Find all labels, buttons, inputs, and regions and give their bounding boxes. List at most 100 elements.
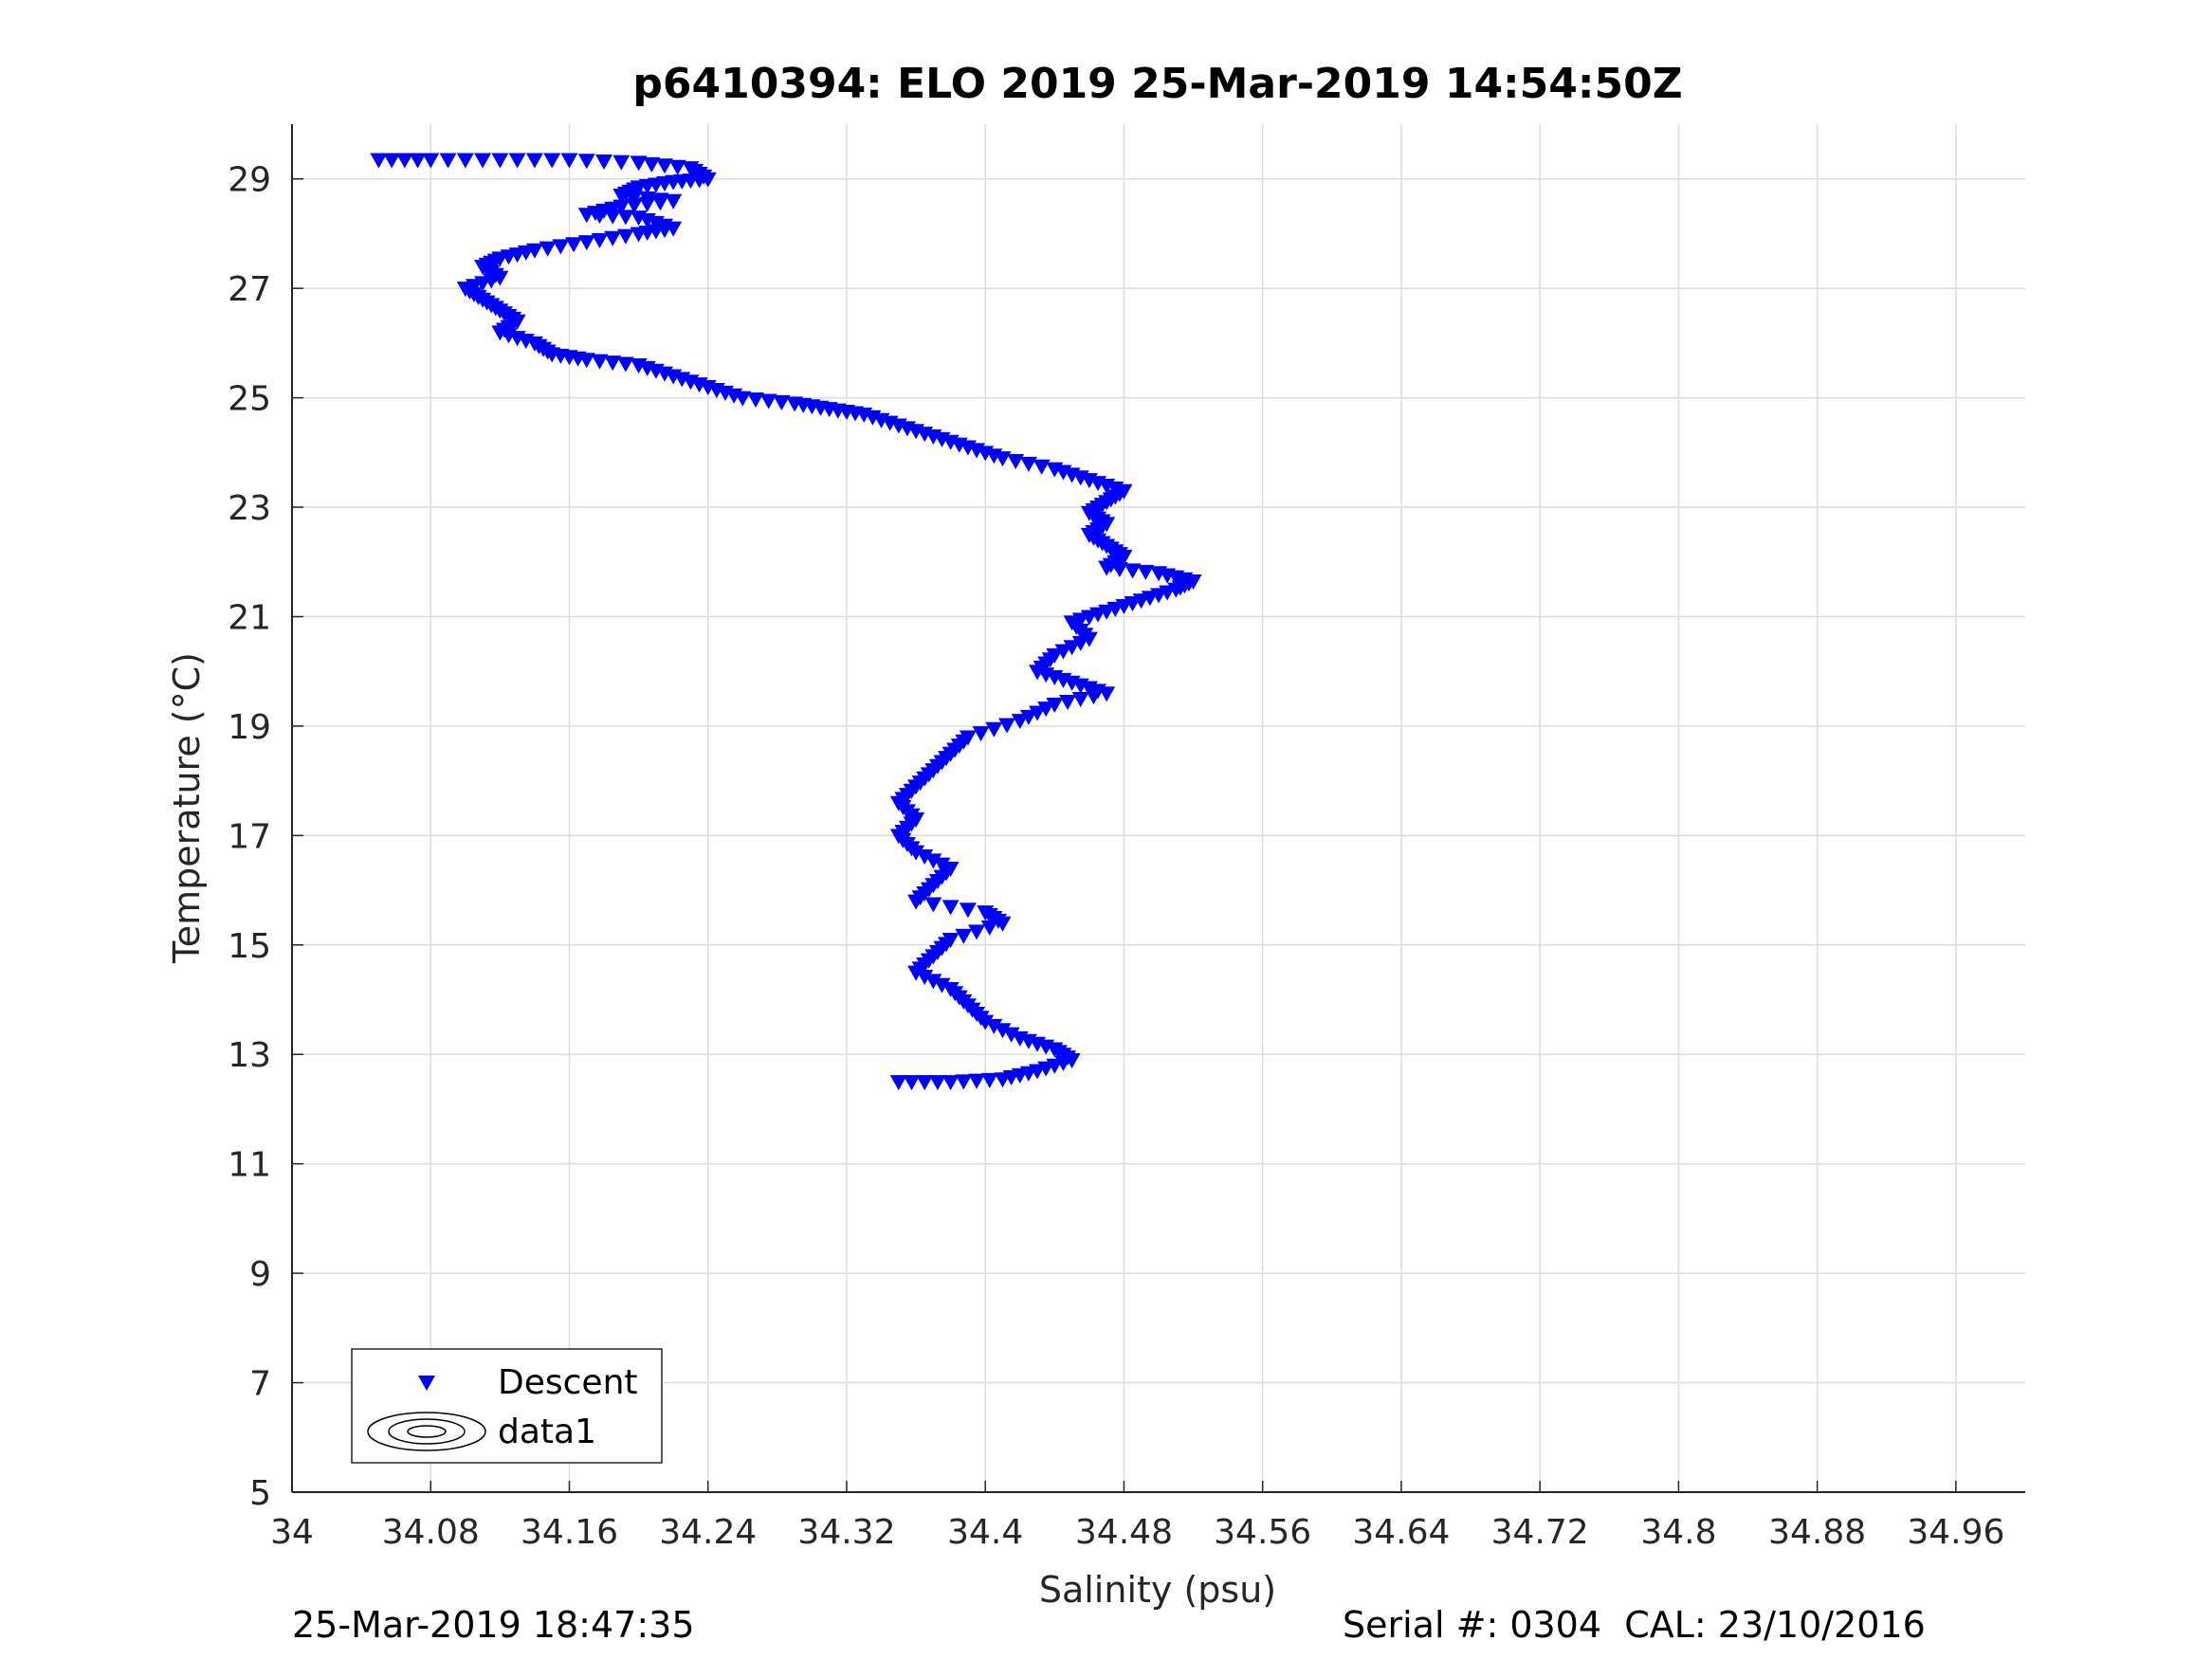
descent-point (1037, 702, 1055, 718)
descent-point (924, 853, 942, 869)
footer-timestamp: 25-Mar-2019 18:47:35 (292, 1604, 695, 1646)
x-tick-label: 34.16 (521, 1513, 618, 1552)
footer-serial-cal: Serial #: 0304 CAL: 23/10/2016 (1343, 1604, 1926, 1646)
x-tick-label: 34.8 (1640, 1513, 1716, 1552)
legend: Descent data1 (351, 1348, 663, 1464)
descent-point (577, 208, 595, 224)
descent-point (604, 230, 622, 246)
descent-point (651, 195, 669, 211)
descent-point (591, 208, 609, 224)
descent-point (525, 153, 543, 169)
descent-point (638, 196, 656, 212)
descent-point (985, 1018, 1003, 1034)
descent-point (577, 235, 595, 251)
descent-point (560, 153, 578, 169)
x-tick-label: 34.32 (797, 1513, 895, 1552)
descent-point (1007, 453, 1025, 469)
descent-point (616, 210, 634, 226)
descent-series (370, 153, 1202, 1091)
y-axis-label: Temperature (°C) (166, 652, 208, 964)
descent-point (968, 924, 986, 940)
descent-point (889, 1075, 907, 1091)
descent-point (656, 158, 674, 174)
descent-point (591, 354, 609, 370)
descent-point (577, 154, 595, 170)
descent-point (955, 928, 973, 944)
descent-point (604, 356, 622, 372)
descent-point (1071, 692, 1089, 708)
descent-point (1011, 714, 1029, 730)
descent-point (1059, 694, 1077, 710)
descent-point (1098, 686, 1116, 702)
descent-point (612, 155, 631, 171)
descent-point (968, 1073, 986, 1089)
descent-point (980, 921, 998, 937)
descent-point (1085, 689, 1103, 705)
descent-point (980, 1072, 998, 1088)
descent-point (972, 726, 990, 742)
descent-point (1098, 560, 1116, 576)
y-tick-label: 25 (228, 380, 271, 419)
descent-point (456, 153, 474, 169)
descent-point (916, 849, 934, 866)
descent-point (907, 965, 925, 981)
descent-point (941, 1075, 960, 1091)
descent-point (474, 153, 492, 169)
descent-point (924, 974, 942, 990)
x-tick-label: 34.88 (1768, 1513, 1866, 1552)
descent-point (916, 969, 934, 985)
descent-point (907, 894, 925, 910)
descent-point (491, 153, 509, 169)
descent-point (552, 239, 570, 255)
descent-point (1110, 561, 1128, 577)
descent-point (1046, 697, 1064, 713)
descent-point (543, 153, 561, 169)
descent-point (539, 241, 557, 257)
y-tick-label: 23 (228, 489, 271, 528)
axes (291, 124, 2025, 1493)
legend-data1-label: data1 (498, 1413, 596, 1451)
descent-point (941, 900, 960, 916)
descent-point (630, 227, 648, 243)
descent-point (370, 153, 388, 169)
descent-point (1019, 456, 1037, 472)
y-tick-label: 9 (249, 1255, 271, 1294)
descent-point (994, 1072, 1012, 1088)
descent-point (565, 237, 583, 253)
descent-point (977, 1014, 995, 1030)
y-tick-label: 15 (228, 927, 271, 966)
descent-point (773, 394, 791, 410)
descent-point (916, 1075, 934, 1091)
legend-box (351, 1348, 663, 1464)
y-tick-label: 21 (228, 598, 271, 637)
plot-area (292, 124, 2025, 1492)
y-tick-label: 7 (249, 1365, 271, 1404)
y-tick-label: 5 (249, 1474, 271, 1513)
descent-point (595, 154, 613, 170)
descent-point (994, 451, 1012, 467)
x-tick-label: 34.08 (382, 1513, 480, 1552)
descent-point (1054, 644, 1072, 660)
x-tick-label: 34.4 (947, 1513, 1023, 1552)
descent-point (985, 721, 1003, 738)
descent-point (924, 897, 942, 913)
descent-point (643, 156, 661, 173)
x-axis-label: Salinity (psu) (1039, 1569, 1276, 1611)
descent-point (395, 153, 413, 169)
descent-point (994, 1023, 1012, 1039)
descent-point (591, 232, 609, 248)
descent-point (746, 392, 764, 409)
descent-point (616, 356, 634, 373)
descent-point (630, 155, 648, 172)
descent-point (665, 193, 683, 210)
descent-point (759, 393, 777, 410)
y-tick-label: 19 (228, 708, 271, 747)
descent-point (1033, 459, 1051, 475)
descent-point (626, 190, 644, 206)
y-tick-label: 17 (228, 817, 271, 856)
descent-point (994, 916, 1012, 932)
descent-point (616, 228, 634, 245)
descent-point (409, 153, 427, 169)
x-tick-label: 34.72 (1491, 1513, 1589, 1552)
